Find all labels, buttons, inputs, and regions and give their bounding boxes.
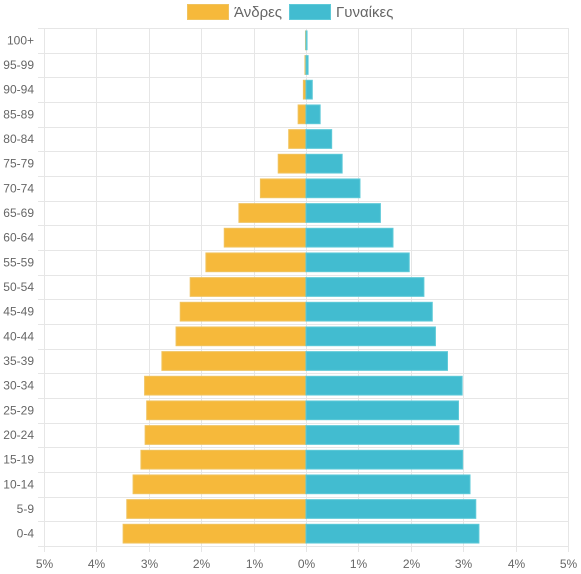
legend-swatch-women xyxy=(289,4,331,20)
bar-men xyxy=(144,375,307,396)
bar-women xyxy=(305,375,463,396)
x-tick-label: 3% xyxy=(141,557,159,571)
bar-men xyxy=(146,400,307,421)
y-tick-label: 65-69 xyxy=(3,206,34,220)
y-tick-label: 45-49 xyxy=(3,305,34,319)
y-tick-label: 80-84 xyxy=(3,132,34,146)
bars xyxy=(122,30,480,544)
bar-women xyxy=(305,326,436,347)
y-tick-label: 20-24 xyxy=(3,428,34,442)
bar-men xyxy=(122,523,307,544)
bar-men xyxy=(140,449,307,470)
bar-women xyxy=(305,79,313,100)
y-tick-label: 0-4 xyxy=(17,527,35,541)
bar-women xyxy=(305,227,394,248)
y-tick-label: 10-14 xyxy=(3,477,34,491)
bar-men xyxy=(288,129,307,149)
bar-women xyxy=(305,351,448,371)
y-tick-label: 5-9 xyxy=(17,502,35,516)
bar-men xyxy=(297,104,307,125)
bar-women xyxy=(305,203,381,223)
bar-men xyxy=(161,351,307,371)
bar-women xyxy=(305,449,464,470)
legend-label-women: Γυναίκες xyxy=(336,3,394,21)
bar-women xyxy=(305,425,460,445)
x-tick-label: 4% xyxy=(88,557,106,571)
bar-women xyxy=(305,252,410,273)
y-tick-label: 40-44 xyxy=(3,329,34,343)
y-tick-label: 90-94 xyxy=(3,83,34,97)
bar-men xyxy=(223,227,307,248)
x-tick-label: 3% xyxy=(455,557,473,571)
y-tick-label: 15-19 xyxy=(3,453,34,467)
bar-men xyxy=(179,301,307,322)
bar-women xyxy=(305,104,321,125)
x-tick-label: 5% xyxy=(560,557,578,571)
x-tick-label: 2% xyxy=(193,557,211,571)
y-tick-label: 85-89 xyxy=(3,107,34,121)
y-tick-label: 100+ xyxy=(7,33,34,47)
y-tick-label: 60-64 xyxy=(3,231,34,245)
x-tick-label: 5% xyxy=(36,557,54,571)
bar-women xyxy=(305,277,425,297)
bar-men xyxy=(144,425,307,445)
y-tick-label: 75-79 xyxy=(3,157,34,171)
bar-men xyxy=(189,277,307,297)
y-tick-label: 95-99 xyxy=(3,58,34,72)
bar-women xyxy=(305,30,308,51)
bar-men xyxy=(238,203,307,223)
legend: Άνδρες Γυναίκες xyxy=(0,2,581,24)
bar-women xyxy=(305,129,333,149)
bar-women xyxy=(305,301,433,322)
bar-men xyxy=(277,153,307,174)
y-tick-label: 25-29 xyxy=(3,403,34,417)
bar-men xyxy=(126,499,307,519)
legend-item-women[interactable]: Γυναίκες xyxy=(289,2,393,22)
bar-women xyxy=(305,55,309,75)
bar-men xyxy=(205,252,307,273)
x-tick-label: 2% xyxy=(403,557,421,571)
bar-women xyxy=(305,400,459,421)
bar-women xyxy=(305,523,480,544)
y-tick-label: 35-39 xyxy=(3,354,34,368)
x-tick-label: 1% xyxy=(350,557,368,571)
x-tick-label: 1% xyxy=(246,557,264,571)
x-tick-label: 0% xyxy=(298,557,316,571)
bar-men xyxy=(175,326,307,347)
y-tick-label: 30-34 xyxy=(3,379,34,393)
legend-label-men: Άνδρες xyxy=(234,3,283,21)
bar-men xyxy=(259,178,307,199)
y-tick-label: 50-54 xyxy=(3,280,34,294)
bar-men xyxy=(132,474,307,495)
legend-item-men[interactable]: Άνδρες xyxy=(187,2,282,22)
bar-women xyxy=(305,153,343,174)
x-axis-labels: 5% 4% 3% 2% 1% 0% 1% 2% 3% 4% 5% xyxy=(36,557,578,571)
legend-swatch-men xyxy=(187,4,229,20)
y-tick-label: 70-74 xyxy=(3,181,34,195)
x-tick-label: 4% xyxy=(508,557,526,571)
bar-women xyxy=(305,178,361,199)
bar-women xyxy=(305,499,477,519)
bar-women xyxy=(305,474,471,495)
y-tick-label: 55-59 xyxy=(3,255,34,269)
y-axis-labels: 100+ 95-99 90-94 85-89 80-84 75-79 70-74 65-69 6… xyxy=(3,33,34,540)
